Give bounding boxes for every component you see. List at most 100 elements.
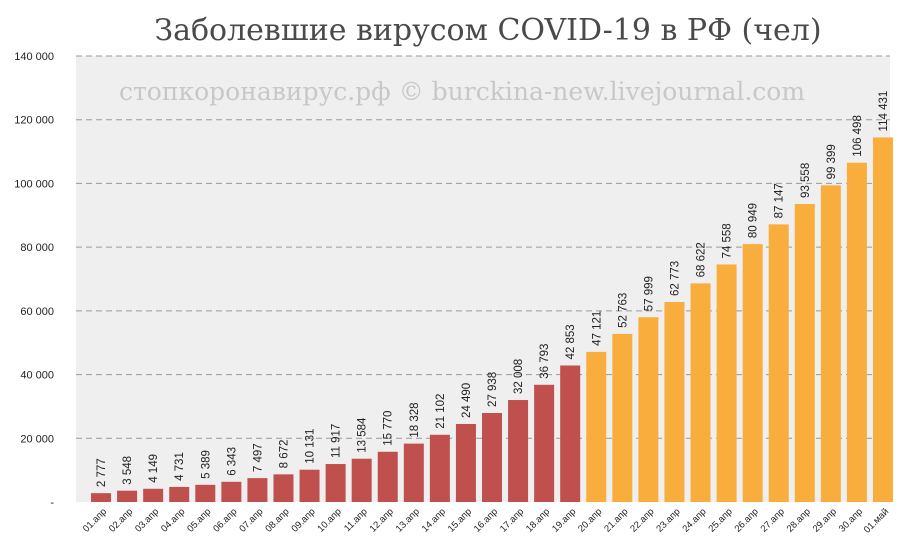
data-label: 99 399: [826, 144, 838, 179]
x-tick-label: 22.апр: [628, 506, 656, 534]
bar: [846, 162, 867, 503]
y-tick-label: 60 000: [20, 306, 54, 318]
x-tick-label: 25.апр: [706, 506, 734, 534]
data-label: 36 793: [539, 344, 551, 379]
y-tick-label: 140 000: [14, 51, 54, 63]
bar: [768, 224, 789, 502]
y-axis: - 20 000 40 000 60 000 80 000 100 000 120 000 1…: [14, 51, 54, 509]
data-label: 2 777: [96, 458, 108, 487]
data-label: 3 548: [122, 456, 134, 485]
bar: [690, 283, 711, 502]
bar: [872, 137, 893, 502]
x-tick-label: 09.апр: [289, 506, 317, 534]
data-label: 68 622: [696, 242, 708, 277]
x-tick-label: 01.апр: [81, 506, 109, 534]
x-tick-label: 24.апр: [680, 506, 708, 534]
x-tick-label: 05.апр: [185, 506, 213, 534]
bar: [482, 412, 502, 502]
bar: [299, 469, 320, 502]
data-label: 32 008: [513, 359, 525, 394]
x-tick-label: 18.апр: [524, 506, 552, 534]
data-label: 5 389: [200, 450, 212, 479]
bar: [508, 400, 529, 502]
x-tick-label: 02.апр: [107, 506, 135, 534]
bar: [117, 490, 138, 502]
bar: [560, 365, 581, 502]
bar: [377, 451, 398, 502]
data-label: 42 853: [565, 324, 577, 359]
x-tick-label: 14.апр: [420, 506, 448, 534]
data-labels: 2 777 3 548 4 149 4 731 5 389 6 343 7 497 8 672…: [96, 91, 890, 487]
x-tick-label: 13.апр: [394, 506, 422, 534]
x-tick-label: 29.апр: [811, 506, 839, 534]
data-label: 62 773: [669, 261, 681, 296]
bar: [351, 458, 372, 502]
data-label: 8 672: [278, 440, 290, 469]
bar: [664, 302, 685, 502]
x-tick-label: 23.апр: [654, 506, 682, 534]
x-tick-label: 06.апр: [211, 506, 239, 534]
x-tick-label: 04.апр: [159, 506, 187, 534]
y-tick-label: -: [50, 497, 54, 509]
data-label: 93 558: [800, 163, 812, 198]
x-tick-label: 12.апр: [368, 506, 396, 534]
watermark: стопкоронавирус.рф © burckina-new.livejo…: [119, 77, 805, 106]
data-label: 80 949: [748, 203, 760, 238]
y-tick-label: 40 000: [20, 370, 54, 382]
data-label: 18 328: [409, 402, 421, 437]
data-label: 57 999: [643, 276, 655, 311]
data-label: 4 149: [148, 454, 160, 483]
y-tick-label: 120 000: [14, 115, 54, 127]
data-label: 15 770: [383, 411, 395, 446]
data-label: 24 490: [461, 383, 473, 418]
bar: [742, 244, 763, 502]
data-label: 10 131: [305, 429, 317, 464]
bar: [169, 486, 190, 502]
bar: [143, 488, 164, 502]
bar: [429, 434, 450, 502]
bars: [91, 137, 893, 503]
chart-title: Заболевшие вирусом COVID-19 в РФ (чел): [154, 13, 821, 48]
x-tick-label: 26.апр: [733, 506, 761, 534]
x-tick-label: 16.апр: [472, 506, 500, 534]
bar: [195, 484, 216, 502]
grid-lines: [76, 55, 890, 439]
bar: [612, 333, 633, 502]
data-label: 6 343: [226, 447, 238, 476]
data-label: 52 763: [617, 293, 629, 328]
bar: [221, 481, 242, 502]
data-label: 106 498: [852, 115, 864, 157]
x-tick-label: 10.апр: [316, 506, 344, 534]
x-tick-label: 27.апр: [759, 506, 787, 534]
bar: [91, 493, 112, 502]
x-tick-label: 30.апр: [837, 506, 865, 534]
bar: [247, 478, 268, 502]
data-label: 47 121: [591, 311, 603, 346]
data-label: 11 917: [331, 424, 343, 458]
x-axis: 01.апр02.апр03.апр04.апр05.апр06.апр07.а…: [81, 506, 891, 535]
x-tick-label: 01.май: [862, 506, 891, 535]
x-tick-label: 28.апр: [785, 506, 813, 534]
bar: [820, 185, 841, 502]
y-tick-label: 100 000: [14, 178, 54, 190]
bar: [716, 264, 737, 502]
x-tick-label: 17.апр: [498, 506, 526, 534]
data-label: 27 938: [487, 372, 499, 407]
bar: [273, 474, 294, 502]
data-label: 87 147: [774, 183, 786, 218]
bar: [794, 203, 815, 503]
x-tick-label: 03.апр: [133, 506, 161, 534]
bar: [586, 351, 607, 502]
x-tick-label: 11.апр: [342, 506, 370, 534]
data-label: 114 431: [878, 91, 890, 132]
bar: [455, 423, 476, 502]
data-label: 21 102: [435, 394, 447, 429]
data-label: 13 584: [357, 417, 369, 453]
bar: [638, 317, 659, 502]
x-tick-label: 21.апр: [602, 506, 630, 534]
bar: [403, 443, 424, 502]
data-label: 7 497: [252, 443, 264, 472]
x-tick-label: 19.апр: [550, 506, 578, 534]
